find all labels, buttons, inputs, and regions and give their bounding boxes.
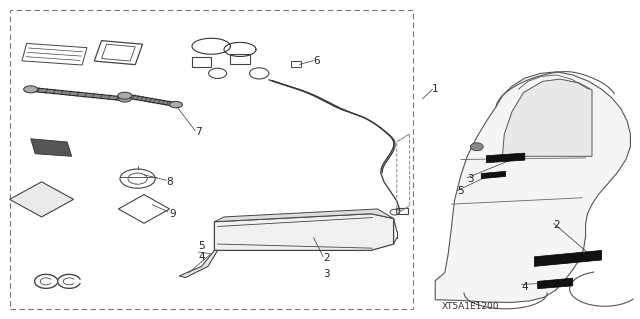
Polygon shape [214,214,394,250]
Text: 5: 5 [198,241,205,251]
Text: 6: 6 [314,56,320,66]
Polygon shape [179,250,218,278]
Polygon shape [214,209,394,222]
Polygon shape [10,182,74,217]
Text: 4: 4 [522,282,528,292]
Text: XT5A1E1200: XT5A1E1200 [442,302,499,311]
Polygon shape [435,72,630,302]
Polygon shape [481,171,506,179]
Polygon shape [534,250,602,266]
Text: 4: 4 [198,252,205,262]
Ellipse shape [118,96,131,102]
Text: 2: 2 [554,220,560,230]
Ellipse shape [170,101,182,108]
Ellipse shape [24,86,38,93]
Polygon shape [486,153,525,163]
Text: 2: 2 [323,253,330,263]
Polygon shape [502,79,592,156]
Text: 3: 3 [323,269,330,279]
Ellipse shape [118,92,132,99]
Text: 1: 1 [432,84,438,94]
Text: 3: 3 [467,174,474,184]
Text: 5: 5 [458,186,464,197]
Text: 9: 9 [170,209,176,219]
Polygon shape [31,139,72,156]
Ellipse shape [470,143,483,151]
Text: 7: 7 [195,127,202,137]
Polygon shape [538,278,573,289]
Text: 8: 8 [166,177,173,187]
